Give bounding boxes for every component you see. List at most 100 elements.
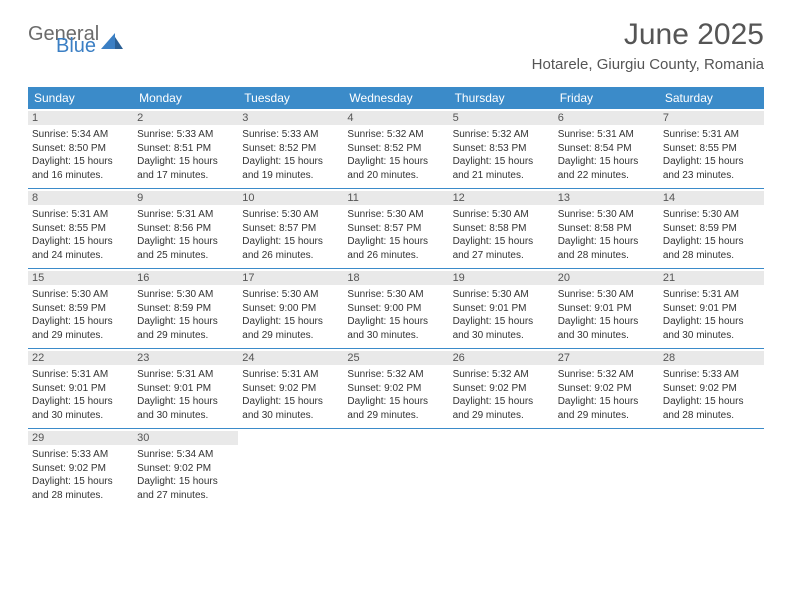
day-info-line: Daylight: 15 hours: [32, 395, 129, 409]
day-cell: 15Sunrise: 5:30 AMSunset: 8:59 PMDayligh…: [28, 269, 133, 348]
day-info: Sunrise: 5:30 AMSunset: 9:01 PMDaylight:…: [453, 288, 550, 342]
day-cell: 23Sunrise: 5:31 AMSunset: 9:01 PMDayligh…: [133, 349, 238, 428]
day-number: 21: [659, 271, 764, 285]
day-info-line: Sunset: 8:54 PM: [558, 142, 655, 156]
day-info: Sunrise: 5:30 AMSunset: 8:59 PMDaylight:…: [663, 208, 760, 262]
day-cell: 12Sunrise: 5:30 AMSunset: 8:58 PMDayligh…: [449, 189, 554, 268]
day-info-line: Sunset: 8:57 PM: [242, 222, 339, 236]
day-info-line: Sunset: 8:59 PM: [663, 222, 760, 236]
day-info: Sunrise: 5:34 AMSunset: 9:02 PMDaylight:…: [137, 448, 234, 502]
day-info-line: and 28 minutes.: [663, 409, 760, 423]
day-cell: 22Sunrise: 5:31 AMSunset: 9:01 PMDayligh…: [28, 349, 133, 428]
day-number: 4: [343, 111, 448, 125]
day-info-line: Daylight: 15 hours: [137, 155, 234, 169]
day-info-line: Sunset: 9:02 PM: [32, 462, 129, 476]
day-info-line: Sunrise: 5:31 AM: [558, 128, 655, 142]
location: Hotarele, Giurgiu County, Romania: [532, 56, 764, 73]
week-row: 15Sunrise: 5:30 AMSunset: 8:59 PMDayligh…: [28, 269, 764, 349]
day-number: 20: [554, 271, 659, 285]
day-cell: 6 Sunrise: 5:31 AMSunset: 8:54 PMDaylight…: [554, 109, 659, 188]
day-info-line: and 21 minutes.: [453, 169, 550, 183]
day-info: Sunrise: 5:31 AMSunset: 8:55 PMDaylight:…: [32, 208, 129, 262]
day-info: Sunrise: 5:32 AMSunset: 9:02 PMDaylight:…: [558, 368, 655, 422]
day-info-line: Sunrise: 5:32 AM: [558, 368, 655, 382]
day-info-line: Daylight: 15 hours: [453, 235, 550, 249]
day-cell: 3Sunrise: 5:33 AMSunset: 8:52 PMDaylight…: [238, 109, 343, 188]
day-info-line: and 30 minutes.: [558, 329, 655, 343]
day-cell: 26Sunrise: 5:32 AMSunset: 9:02 PMDayligh…: [449, 349, 554, 428]
day-number: 15: [28, 271, 133, 285]
day-info-line: Daylight: 15 hours: [242, 315, 339, 329]
day-info-line: Daylight: 15 hours: [32, 315, 129, 329]
day-info-line: Daylight: 15 hours: [347, 235, 444, 249]
day-info-line: Daylight: 15 hours: [663, 395, 760, 409]
day-number: 17: [238, 271, 343, 285]
day-info-line: Sunset: 8:55 PM: [663, 142, 760, 156]
day-info-line: Daylight: 15 hours: [558, 155, 655, 169]
day-number: 3: [238, 111, 343, 125]
day-info-line: Sunset: 8:53 PM: [453, 142, 550, 156]
day-number: 6: [554, 111, 659, 125]
day-info: Sunrise: 5:31 AMSunset: 8:55 PMDaylight:…: [663, 128, 760, 182]
day-info-line: Daylight: 15 hours: [32, 475, 129, 489]
day-cell: 28Sunrise: 5:33 AMSunset: 9:02 PMDayligh…: [659, 349, 764, 428]
empty-cell: [659, 429, 764, 508]
day-info-line: Daylight: 15 hours: [453, 155, 550, 169]
day-cell: 1Sunrise: 5:34 AMSunset: 8:50 PMDaylight…: [28, 109, 133, 188]
day-cell: 19Sunrise: 5:30 AMSunset: 9:01 PMDayligh…: [449, 269, 554, 348]
week-row: 22Sunrise: 5:31 AMSunset: 9:01 PMDayligh…: [28, 349, 764, 429]
day-number: 8: [28, 191, 133, 205]
day-info-line: Daylight: 15 hours: [137, 315, 234, 329]
day-header: Tuesday: [238, 87, 343, 109]
day-info-line: and 26 minutes.: [347, 249, 444, 263]
day-info-line: Sunrise: 5:33 AM: [663, 368, 760, 382]
day-info-line: Sunset: 8:51 PM: [137, 142, 234, 156]
day-info-line: Sunset: 9:01 PM: [663, 302, 760, 316]
day-info: Sunrise: 5:30 AMSunset: 9:01 PMDaylight:…: [558, 288, 655, 342]
day-info-line: and 28 minutes.: [32, 489, 129, 503]
day-number: 30: [133, 431, 238, 445]
day-header: Saturday: [659, 87, 764, 109]
day-info: Sunrise: 5:30 AMSunset: 9:00 PMDaylight:…: [347, 288, 444, 342]
day-number: 18: [343, 271, 448, 285]
day-info-line: Daylight: 15 hours: [137, 235, 234, 249]
day-info-line: Sunset: 8:58 PM: [558, 222, 655, 236]
day-info-line: and 29 minutes.: [558, 409, 655, 423]
empty-cell: [343, 429, 448, 508]
day-number: 28: [659, 351, 764, 365]
day-cell: 2Sunrise: 5:33 AMSunset: 8:51 PMDaylight…: [133, 109, 238, 188]
day-number: 5: [449, 111, 554, 125]
day-info-line: Daylight: 15 hours: [663, 155, 760, 169]
day-number: 9: [133, 191, 238, 205]
day-cell: 30 Sunrise: 5:34 AMSunset: 9:02 PMDayligh…: [133, 429, 238, 508]
day-cell: 13Sunrise: 5:30 AMSunset: 8:58 PMDayligh…: [554, 189, 659, 268]
day-info: Sunrise: 5:31 AMSunset: 9:02 PMDaylight:…: [242, 368, 339, 422]
day-info-line: Sunset: 8:59 PM: [137, 302, 234, 316]
day-info-line: and 25 minutes.: [137, 249, 234, 263]
day-header: Sunday: [28, 87, 133, 109]
day-cell: 20 Sunrise: 5:30 AMSunset: 9:01 PMDayligh…: [554, 269, 659, 348]
day-info-line: Daylight: 15 hours: [347, 315, 444, 329]
day-number: 27: [554, 351, 659, 365]
day-info-line: Daylight: 15 hours: [137, 475, 234, 489]
day-info-line: Sunset: 9:02 PM: [242, 382, 339, 396]
day-info-line: Sunrise: 5:33 AM: [137, 128, 234, 142]
day-info-line: and 20 minutes.: [347, 169, 444, 183]
day-info-line: Sunrise: 5:30 AM: [347, 288, 444, 302]
logo-text-blue: Blue: [56, 36, 99, 56]
day-info-line: Sunrise: 5:31 AM: [242, 368, 339, 382]
day-info-line: Daylight: 15 hours: [558, 235, 655, 249]
day-info-line: Sunrise: 5:33 AM: [32, 448, 129, 462]
day-cell: 17Sunrise: 5:30 AMSunset: 9:00 PMDayligh…: [238, 269, 343, 348]
day-info-line: Sunset: 9:02 PM: [347, 382, 444, 396]
day-info-line: and 30 minutes.: [663, 329, 760, 343]
day-number: 1: [28, 111, 133, 125]
day-number: 11: [343, 191, 448, 205]
day-info-line: and 23 minutes.: [663, 169, 760, 183]
day-cell: 8 Sunrise: 5:31 AMSunset: 8:55 PMDaylight…: [28, 189, 133, 268]
day-info-line: Sunrise: 5:32 AM: [347, 128, 444, 142]
empty-cell: [554, 429, 659, 508]
day-info-line: Sunrise: 5:30 AM: [558, 208, 655, 222]
day-info-line: and 30 minutes.: [137, 409, 234, 423]
day-info-line: and 29 minutes.: [32, 329, 129, 343]
